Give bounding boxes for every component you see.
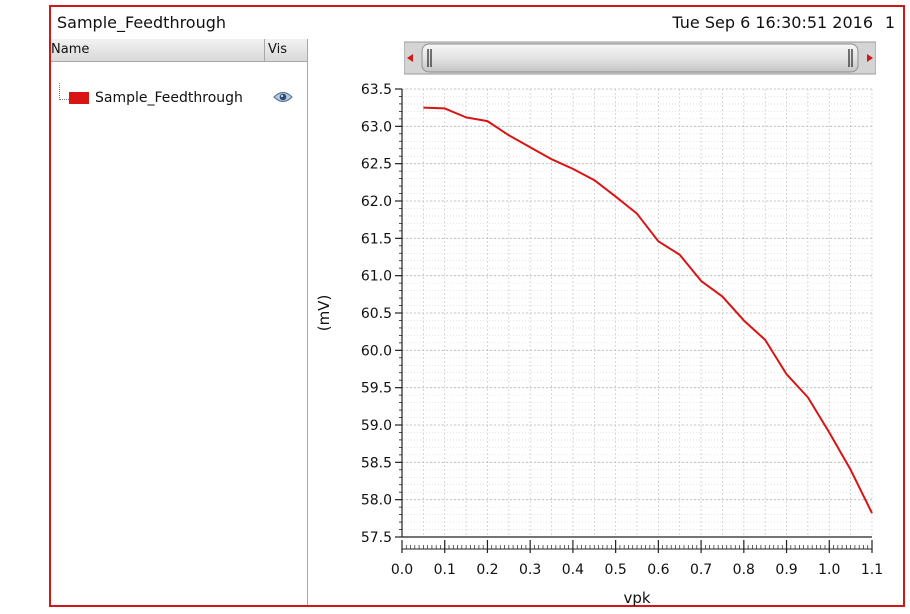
series-color-swatch <box>69 92 89 104</box>
x-range-scrollbar[interactable] <box>404 39 876 79</box>
x-tick-label: 0.6 <box>647 562 669 578</box>
timestamp: Tue Sep 6 16:30:51 2016 <box>672 13 873 32</box>
y-tick-label: 63.0 <box>361 119 392 135</box>
y-tick-label: 63.5 <box>361 82 392 98</box>
chart-plot: 57.5 58.0 58.5 59.0 59.5 60.0 60.5 61.0 61.5 62.0… <box>315 82 883 607</box>
legend-panel: Name Vis Sample_Feedthrough <box>51 39 308 605</box>
axes: 57.5 58.0 58.5 59.0 59.5 60.0 60.5 61.0 61.5 62.0… <box>361 82 883 578</box>
eye-icon[interactable] <box>273 91 293 103</box>
x-tick-label: 0.3 <box>519 562 541 578</box>
title-bar: Sample_Feedthrough Tue Sep 6 16:30:51 20… <box>51 7 903 39</box>
y-tick-label: 60.0 <box>361 343 392 359</box>
scroll-grip-left[interactable] <box>427 49 432 67</box>
x-tick-label: 0.2 <box>476 562 498 578</box>
tree-connector <box>59 83 69 100</box>
y-tick-label: 61.0 <box>361 269 392 285</box>
y-tick-label: 59.0 <box>361 418 392 434</box>
column-header-vis[interactable]: Vis <box>264 39 307 61</box>
y-tick-label: 57.5 <box>361 530 392 546</box>
y-tick-label: 58.0 <box>361 493 392 509</box>
legend-header: Name Vis <box>51 39 307 62</box>
x-tick-label: 0.7 <box>690 562 712 578</box>
x-tick-label: 0.8 <box>733 562 755 578</box>
x-axis-title: vpk <box>623 589 650 607</box>
legend-item-label[interactable]: Sample_Feedthrough <box>95 90 243 106</box>
scroll-right-arrow[interactable] <box>867 54 873 62</box>
y-tick-label: 61.5 <box>361 231 392 247</box>
x-tick-label: 0.1 <box>434 562 456 578</box>
x-tick-label: 0.4 <box>562 562 584 578</box>
chart-window: Sample_Feedthrough Tue Sep 6 16:30:51 20… <box>49 5 905 607</box>
x-tick-label: 1.0 <box>818 562 840 578</box>
x-tick-label: 0.0 <box>391 562 413 578</box>
y-tick-label: 59.5 <box>361 381 392 397</box>
window-title: Sample_Feedthrough <box>57 13 227 32</box>
page-number: 1 <box>884 13 895 32</box>
column-header-name[interactable]: Name <box>51 42 90 57</box>
x-tick-label: 0.5 <box>605 562 627 578</box>
x-tick-label: 0.9 <box>775 562 797 578</box>
scroll-left-arrow[interactable] <box>407 54 413 62</box>
grid <box>401 88 873 538</box>
y-tick-label: 62.0 <box>361 194 392 210</box>
y-tick-label: 60.5 <box>361 306 392 322</box>
y-tick-label: 62.5 <box>361 157 392 173</box>
series-line[interactable] <box>423 106 873 514</box>
x-tick-label: 1.1 <box>861 562 883 578</box>
series-layer <box>423 106 873 514</box>
scroll-thumb[interactable] <box>421 43 859 73</box>
y-tick-label: 58.5 <box>361 455 392 471</box>
y-axis-title: (mV) <box>315 295 333 332</box>
scroll-grip-right[interactable] <box>848 49 853 67</box>
